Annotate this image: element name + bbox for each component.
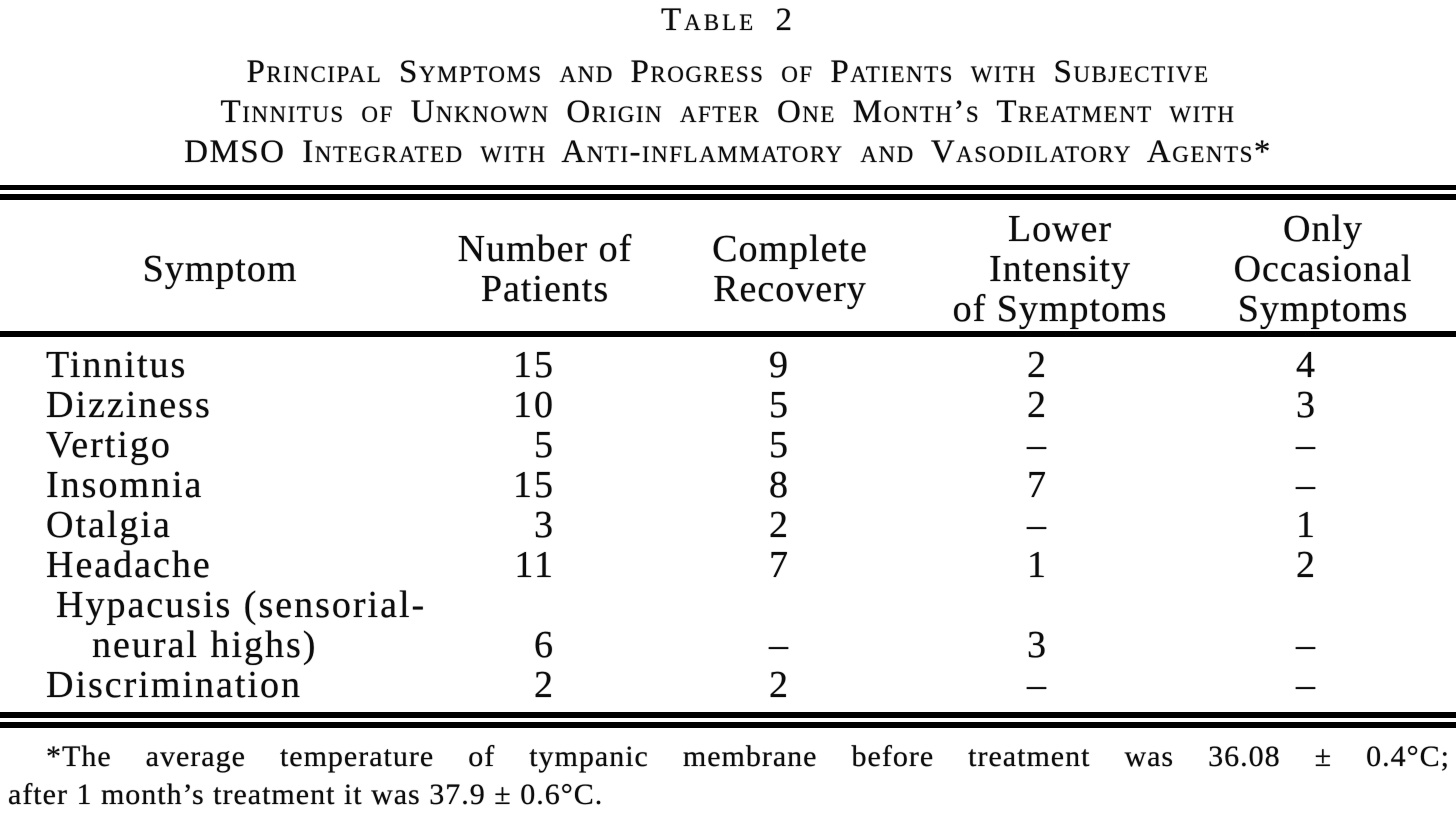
- occasional-cell: –: [1296, 664, 1317, 706]
- table-row: Headache 11 7 1 2: [0, 545, 1456, 585]
- recovery-cell: 2: [769, 664, 790, 706]
- table-row: Vertigo 5 5 – –: [0, 425, 1456, 465]
- symptom-label: Headache: [46, 544, 212, 586]
- patients-cell: 10: [513, 384, 555, 426]
- recovery-cell: –: [769, 624, 790, 666]
- patients-cell: 3: [534, 504, 555, 546]
- recovery-cell: 5: [769, 384, 790, 426]
- column-header-symptom: Symptom: [142, 248, 298, 290]
- occasional-cell: –: [1296, 624, 1317, 666]
- header-separator-rule: [0, 331, 1456, 337]
- patients-cell: 15: [513, 464, 555, 506]
- symptom-cell: Dizziness: [0, 385, 440, 425]
- symptom-label: Vertigo: [46, 424, 172, 466]
- column-header-complete-recovery: Complete Recovery: [712, 228, 868, 310]
- symptom-label: Insomnia: [46, 464, 204, 506]
- lower-intensity-cell: 3: [1027, 624, 1048, 666]
- top-double-rule: [0, 185, 1456, 200]
- table-row: Discrimination 2 2 – –: [0, 665, 1456, 705]
- occasional-cell: 4: [1296, 344, 1317, 386]
- recovery-cell: 8: [769, 464, 790, 506]
- table-row: Hypacusis (sensorial-neural highs) 6 – 3…: [0, 585, 1456, 665]
- table-row: Otalgia 3 2 – 1: [0, 505, 1456, 545]
- symptom-cell: Tinnitus: [0, 345, 440, 385]
- occasional-cell: –: [1296, 464, 1317, 506]
- column-header-lower-intensity: Lower Intensity of Symptoms: [952, 208, 1168, 330]
- occasional-cell: 2: [1296, 544, 1317, 586]
- title-line-2: Tinnitus of Unknown Origin after One Mon…: [220, 94, 1236, 130]
- table-row: Dizziness 10 5 2 3: [0, 385, 1456, 425]
- title-line-3: DMSO Integrated with Anti-inflammatory a…: [184, 134, 1272, 170]
- lower-intensity-cell: 2: [1027, 344, 1048, 386]
- table-footnote: *The average temperature of tympanic mem…: [8, 738, 1450, 814]
- recovery-cell: 5: [769, 424, 790, 466]
- column-header-only-occasional: Only Occasional Symptoms: [1233, 208, 1413, 330]
- symptom-cell: Otalgia: [0, 505, 440, 545]
- symptom-cell: Insomnia: [0, 465, 440, 505]
- table-row: Tinnitus 15 9 2 4: [0, 345, 1456, 385]
- lower-intensity-cell: –: [1027, 664, 1048, 706]
- symptom-cell: Vertigo: [0, 425, 440, 465]
- symptom-label: Discrimination: [46, 664, 302, 706]
- patients-cell: 5: [534, 424, 555, 466]
- symptom-label: Otalgia: [46, 504, 172, 546]
- symptom-label: Tinnitus: [46, 344, 188, 386]
- occasional-cell: 1: [1296, 504, 1317, 546]
- lower-intensity-cell: –: [1027, 504, 1048, 546]
- column-header-number-of-patients: Number of Patients: [457, 228, 633, 310]
- lower-intensity-cell: 2: [1027, 384, 1048, 426]
- patients-cell: 6: [534, 624, 555, 666]
- occasional-cell: 3: [1296, 384, 1317, 426]
- patients-cell: 2: [534, 664, 555, 706]
- patients-cell: 11: [514, 544, 555, 586]
- footnote-line-2: after 1 month’s treatment it was 37.9 ± …: [8, 778, 604, 811]
- recovery-cell: 7: [769, 544, 790, 586]
- recovery-cell: 9: [769, 344, 790, 386]
- table-row: Insomnia 15 8 7 –: [0, 465, 1456, 505]
- occasional-cell: –: [1296, 424, 1317, 466]
- symptom-cell: Headache: [0, 545, 440, 585]
- patients-cell: 15: [513, 344, 555, 386]
- bottom-double-rule: [0, 712, 1456, 728]
- lower-intensity-cell: –: [1027, 424, 1048, 466]
- symptom-cell: Hypacusis (sensorial-neural highs): [0, 585, 440, 665]
- lower-intensity-cell: 7: [1027, 464, 1048, 506]
- table-header-row: Symptom Number of Patients Complete Reco…: [0, 209, 1456, 329]
- recovery-cell: 2: [769, 504, 790, 546]
- symptoms-table-body: Tinnitus 15 9 2 4 Dizziness 10 5 2 3 Ver…: [0, 345, 1456, 705]
- footnote-line-1: *The average temperature of tympanic mem…: [46, 740, 1450, 773]
- title-line-1: Principal Symptoms and Progress of Patie…: [246, 54, 1210, 90]
- table-title: Principal Symptoms and Progress of Patie…: [0, 52, 1456, 172]
- symptom-cell: Discrimination: [0, 665, 440, 705]
- symptom-label-line2: neural highs): [92, 624, 318, 666]
- symptom-label: Hypacusis (sensorial-: [56, 584, 427, 626]
- table-number-label: Table 2: [661, 2, 795, 38]
- symptom-label: Dizziness: [46, 384, 212, 426]
- lower-intensity-cell: 1: [1027, 544, 1048, 586]
